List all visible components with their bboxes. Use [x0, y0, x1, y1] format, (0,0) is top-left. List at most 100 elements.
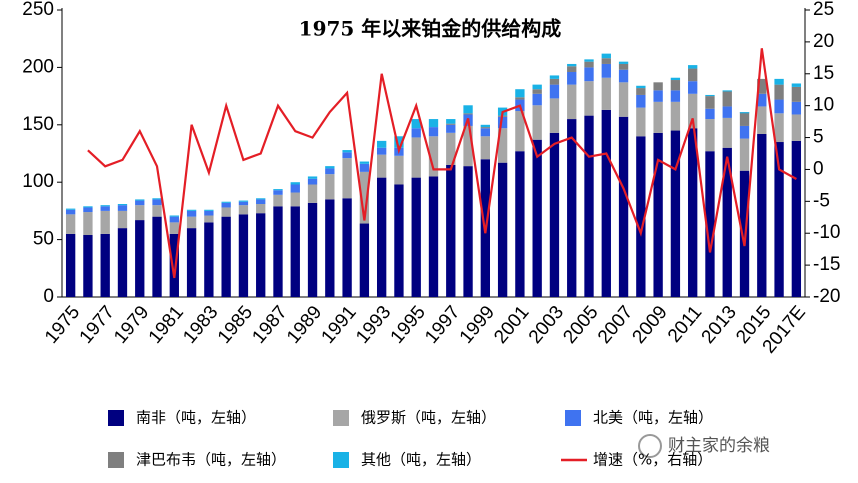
x-tick-label: 1987 [248, 302, 291, 348]
bar-segment [307, 184, 318, 203]
bar-segment [100, 210, 110, 234]
y-tick-label: 50 [33, 229, 54, 250]
bar-segment [636, 136, 646, 297]
bar-segment [791, 86, 802, 102]
x-tick-label: 1991 [318, 302, 361, 348]
x-tick-label: 2001 [490, 302, 533, 348]
bar-segment [152, 199, 162, 206]
bar-segment [221, 216, 231, 297]
bar-segment [204, 215, 214, 223]
bar-segment [463, 105, 473, 114]
bar-segment [186, 216, 197, 229]
bar-segment [307, 178, 318, 185]
bar-segment [290, 206, 300, 297]
x-tick-label: 2013 [698, 302, 741, 348]
bar-segment [65, 208, 76, 210]
bar-segment [497, 116, 508, 129]
bar-segment [774, 113, 784, 143]
x-tick-label: 1979 [110, 302, 153, 348]
bar-segment [186, 210, 197, 217]
bar-segment [757, 93, 767, 107]
chart-title: 1975 年以来铂金的供给构成 [299, 17, 562, 41]
bar-segment [722, 90, 732, 92]
bar-segment [221, 207, 231, 217]
bar-segment [549, 78, 560, 85]
bar-segment [376, 177, 387, 297]
bar-segment [791, 101, 802, 115]
watermark-text: 财主家的余粮 [668, 436, 770, 456]
legend-label: 津巴布韦（吨，左轴） [136, 451, 286, 469]
bar-segment [567, 63, 577, 67]
bar-segment [584, 59, 594, 62]
bar-segment [428, 136, 439, 177]
bar-segment [325, 166, 335, 169]
bar-segment [221, 202, 231, 208]
bar-segment [152, 198, 162, 200]
watermark: 财主家的余粮 [638, 434, 770, 458]
bar-segment [567, 71, 577, 85]
bar-segment [722, 147, 732, 297]
x-tick-label: 2009 [629, 302, 672, 348]
bar-segment [532, 84, 542, 90]
legend-swatch [108, 452, 124, 468]
bar-segment [359, 171, 370, 224]
bar-segment [83, 206, 93, 208]
bar-segment [446, 132, 456, 165]
bar-segment [446, 164, 456, 297]
bar-segment [325, 168, 335, 175]
legend-label: 俄罗斯（吨，左轴） [361, 409, 496, 427]
bar-segment [739, 125, 750, 139]
bar-segment [204, 222, 214, 297]
bar-segment [757, 106, 767, 134]
legend-swatch [333, 410, 349, 426]
bar-segment [117, 228, 128, 297]
x-tick-label: 1977 [76, 302, 119, 348]
x-tick-label: 2011 [664, 302, 706, 347]
bar-segment [532, 93, 542, 106]
bar-segment [601, 53, 611, 59]
bar-segment [463, 125, 473, 167]
bar-segment [273, 190, 283, 195]
bar-segment [238, 214, 249, 297]
bar-segment [342, 158, 352, 199]
bar-segment [428, 127, 439, 137]
bar-segment [688, 81, 698, 94]
legend-swatch [565, 410, 581, 426]
y2-tick-label: 20 [813, 31, 834, 52]
bar-segment [497, 128, 508, 163]
bar-segment [722, 117, 732, 148]
bar-segment [359, 161, 370, 164]
bar-segment [774, 84, 784, 100]
bar-segment [549, 75, 560, 79]
y-tick-label: 200 [22, 56, 54, 77]
bar-segment [221, 201, 231, 203]
bar-segment [273, 206, 283, 297]
bar-segment [238, 205, 249, 215]
bar-segment [394, 184, 404, 297]
bar-segment [670, 77, 681, 81]
bar-segment [567, 66, 577, 72]
bar-segment [584, 81, 594, 116]
bar-segment [567, 119, 577, 297]
bar-segment [204, 209, 214, 211]
bar-segment [722, 106, 732, 118]
bar-segment [186, 228, 197, 297]
bar-segment [653, 132, 663, 297]
bar-segment [65, 233, 76, 297]
bar-segment [601, 63, 611, 78]
bar-segment [705, 119, 715, 152]
y2-tick-label: 10 [813, 95, 834, 116]
bar-segment [411, 177, 421, 297]
bar-segment [636, 85, 646, 89]
bar-segment [705, 108, 715, 120]
bar-segment [273, 189, 283, 191]
x-tick-label: 2003 [525, 302, 568, 348]
bar-segment [446, 119, 456, 124]
bar-segment [83, 235, 93, 297]
bar-segment [480, 136, 491, 160]
y2-tick-label: -10 [813, 222, 840, 243]
bar-segment [307, 176, 318, 179]
bar-segment [463, 166, 473, 297]
bar-segment [342, 150, 352, 153]
bar-segment [376, 140, 387, 148]
